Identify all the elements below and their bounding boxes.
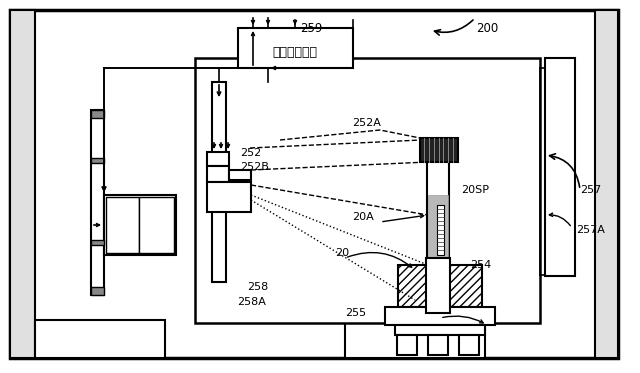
Text: 20: 20: [335, 248, 349, 258]
Text: コンピュータ: コンピュータ: [273, 46, 317, 59]
Bar: [106, 197, 139, 253]
Text: 20A: 20A: [352, 212, 374, 222]
Bar: [238, 28, 353, 68]
Bar: [428, 195, 448, 260]
Bar: [545, 58, 575, 276]
Bar: [207, 182, 251, 212]
Bar: [397, 335, 417, 355]
Bar: [426, 258, 450, 313]
Text: 257A: 257A: [576, 225, 605, 235]
Bar: [345, 320, 485, 358]
Bar: [459, 335, 479, 355]
Text: 252B: 252B: [240, 162, 269, 172]
Bar: [10, 10, 35, 358]
Text: 256: 256: [148, 248, 169, 258]
Bar: [385, 307, 495, 325]
Text: 20SP: 20SP: [461, 185, 489, 195]
Bar: [427, 162, 449, 267]
Bar: [91, 240, 104, 245]
Bar: [195, 58, 540, 323]
Text: 252A: 252A: [352, 118, 381, 128]
Bar: [395, 325, 485, 335]
Bar: [229, 170, 251, 180]
Text: 200: 200: [476, 22, 499, 35]
Bar: [398, 265, 482, 307]
Text: 255: 255: [345, 308, 366, 318]
Text: 254: 254: [470, 260, 492, 270]
Text: 259: 259: [300, 22, 323, 35]
Bar: [437, 205, 444, 255]
Bar: [420, 138, 458, 162]
Text: 258: 258: [247, 282, 268, 292]
Text: 258A: 258A: [237, 297, 266, 307]
Text: 252: 252: [240, 148, 261, 158]
Bar: [104, 195, 176, 255]
Bar: [91, 110, 104, 295]
Bar: [207, 166, 229, 182]
Bar: [212, 82, 226, 282]
Bar: [595, 10, 618, 358]
Bar: [427, 267, 449, 275]
Bar: [428, 335, 448, 355]
Bar: [35, 320, 165, 358]
Bar: [139, 197, 174, 253]
Bar: [91, 110, 104, 118]
Bar: [91, 287, 104, 295]
Bar: [207, 152, 229, 166]
Text: 257: 257: [580, 185, 601, 195]
Bar: [91, 158, 104, 163]
